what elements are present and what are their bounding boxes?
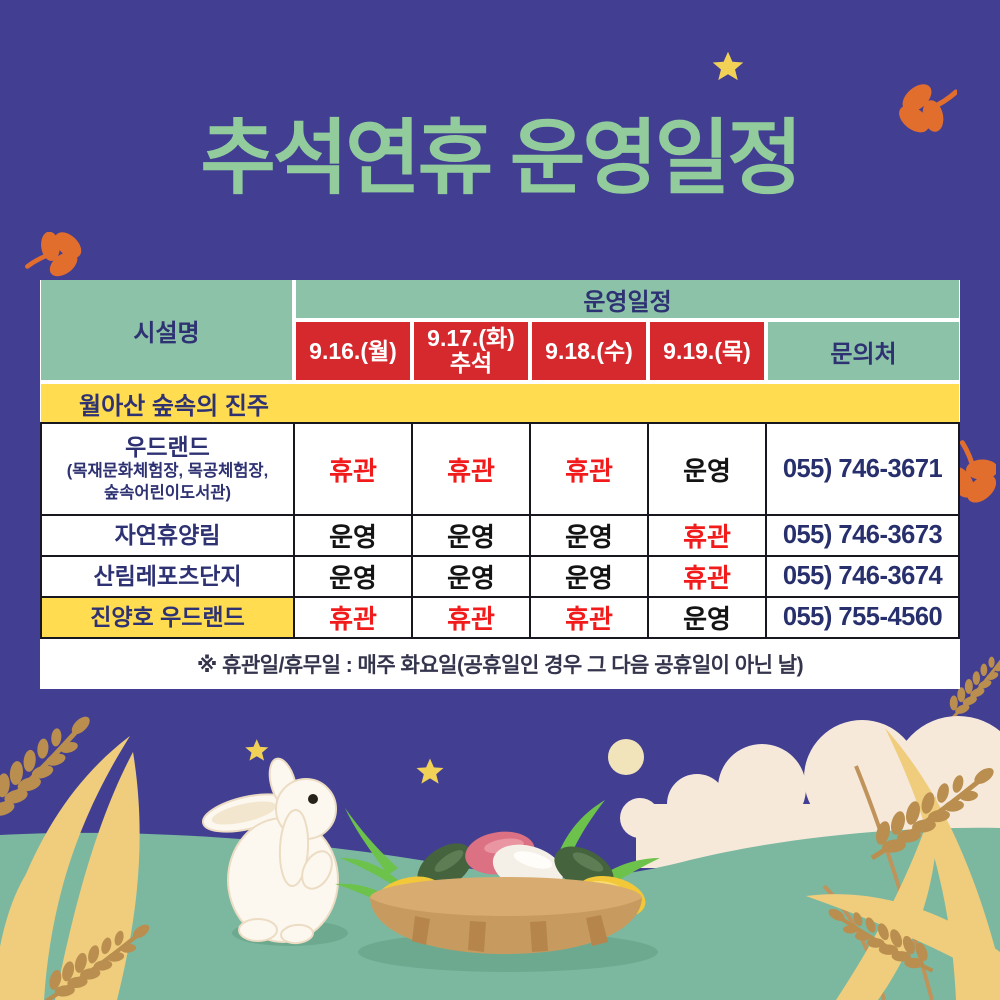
status-cell: 휴관 (411, 422, 531, 516)
date-header-cell: 9.16.(월) (292, 318, 414, 384)
header-row-top: 시설명 운영일정 (41, 280, 960, 384)
footnote: ※ 휴관일/휴무일 : 매주 화요일(공휴일인 경우 그 다음 공휴일이 아닌 … (41, 637, 960, 689)
status-cell: 운영 (529, 555, 649, 598)
contact-cell: 055) 755-4560 (764, 596, 961, 639)
basket (370, 877, 642, 954)
date-header-cell: 9.19.(목) (646, 318, 768, 384)
table-row: 자연휴양림 운영 운영 운영 휴관 055) 746-3673 (40, 514, 961, 557)
facility-name-sub: 숲속어린이도서관) (104, 483, 231, 502)
facility-name-cell: 우드랜드 (목재문화체험장, 목공체험장, 숲속어린이도서관) (40, 422, 295, 516)
status-cell: 운영 (411, 514, 531, 557)
date-label: 9.19.(목) (663, 337, 751, 364)
status-cell: 휴관 (647, 514, 767, 557)
contact-header-cell: 문의처 (763, 318, 960, 384)
contact-cell: 055) 746-3674 (764, 555, 961, 598)
facility-name-cell: 진양호 우드랜드 (40, 596, 295, 639)
status-cell: 운영 (293, 514, 413, 557)
header-row-dates: 9.16.(월) 9.17.(화) 추석 9.18.(수) 9.19.(목) 문… (41, 318, 960, 384)
status-cell: 휴관 (529, 422, 649, 516)
status-cell: 휴관 (293, 422, 413, 516)
date-label: 9.17.(화) (427, 325, 515, 352)
date-header-cell: 9.18.(수) (528, 318, 650, 384)
table-row: 진양호 우드랜드 휴관 휴관 휴관 운영 055) 755-4560 (40, 596, 961, 639)
wheat-illustration (0, 712, 152, 1000)
group-banner-row: 월아산 숲속의 진주 (41, 380, 960, 424)
facility-header-cell: 시설명 (41, 280, 296, 384)
table-row: 우드랜드 (목재문화체험장, 목공체험장, 숲속어린이도서관) 휴관 휴관 휴관… (40, 422, 961, 516)
songpyeon-basket-illustration (335, 800, 660, 972)
star-icon (245, 739, 269, 761)
status-cell: 운영 (647, 422, 767, 516)
status-cell: 운영 (529, 514, 649, 557)
status-cell: 휴관 (411, 596, 531, 639)
status-cell: 휴관 (529, 596, 649, 639)
star-icon (712, 51, 744, 81)
status-cell: 휴관 (293, 596, 413, 639)
facility-name-cell: 자연휴양림 (40, 514, 295, 557)
facility-name: 우드랜드 (125, 433, 210, 460)
date-header-cell: 9.17.(화) 추석 (410, 318, 532, 384)
status-cell: 휴관 (647, 555, 767, 598)
footnote-row: ※ 휴관일/휴무일 : 매주 화요일(공휴일인 경우 그 다음 공휴일이 아닌 … (41, 637, 960, 689)
date-sublabel: 추석 (449, 350, 493, 376)
chuseok-night-scene (0, 700, 1000, 1000)
table-row: 산림레포츠단지 운영 운영 운영 휴관 055) 746-3674 (40, 555, 961, 598)
schedule-header-cell: 운영일정 (291, 280, 960, 322)
status-cell: 운영 (647, 596, 767, 639)
status-cell: 운영 (293, 555, 413, 598)
operation-schedule-table: 시설명 운영일정 9.16.(월) 9.17.(화) 추석 9.18.(수) 9… (40, 280, 961, 689)
page-title: 추석연휴 운영일정 (200, 113, 802, 204)
moon-icon (608, 739, 644, 775)
date-label: 9.18.(수) (545, 337, 633, 364)
group-banner: 월아산 숲속의 진주 (41, 380, 960, 424)
rabbit-illustration (202, 757, 348, 946)
contact-cell: 055) 746-3671 (764, 422, 961, 516)
wheat-illustration (806, 728, 1000, 1000)
date-label: 9.16.(월) (309, 337, 397, 364)
star-icon (416, 758, 444, 784)
facility-name-sub: (목재문화체험장, 목공체험장, (66, 461, 269, 480)
autumn-leaf-icon (893, 78, 957, 138)
facility-name-cell: 산림레포츠단지 (40, 555, 295, 598)
status-cell: 운영 (411, 555, 531, 598)
contact-cell: 055) 746-3673 (764, 514, 961, 557)
